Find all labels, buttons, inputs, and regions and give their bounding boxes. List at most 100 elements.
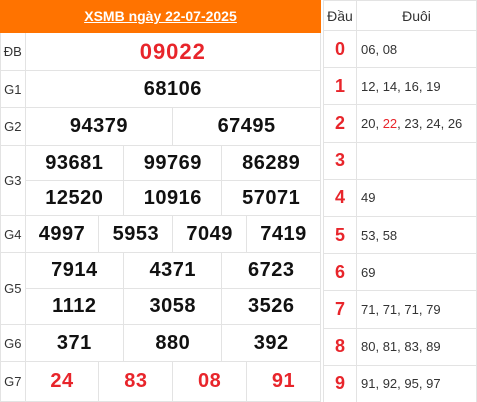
loto-tail-number: 95 [404,376,419,392]
loto-tail-number: 19 [426,78,441,94]
loto-tail-number: 91 [361,376,376,392]
g7-number: 08 [172,361,248,402]
loto-tail-number: 81 [382,339,398,355]
loto-row: 1 12, 14, 16, 19 [323,67,477,106]
prize-label-g1: G1 [0,70,26,108]
loto-tail-number: 83 [404,339,419,355]
g3-number: 12520 [24,180,125,217]
g7-number: 83 [98,361,174,402]
prize-label-g2: G2 [0,106,26,147]
head-column-header: Đầu [323,0,357,31]
g4-number: 5953 [98,215,174,253]
g7-number: 24 [24,361,100,402]
loto-head: 5 [323,215,357,255]
loto-row: 7 71, 71, 71, 79 [323,290,477,329]
g7-number: 91 [246,361,321,402]
g6-number: 371 [24,324,125,363]
prize-row-g7: G7 24 83 08 91 [0,361,321,402]
loto-tail-number: 06 [361,41,376,57]
tail-column-header: Đuôi [356,0,477,31]
loto-tail-number: 20 [361,115,376,131]
loto-row: 9 91, 92, 95, 97 [323,364,477,402]
loto-tails: 69 [356,253,477,292]
loto-tail-number: 22 [382,115,398,131]
prize-label-g6: G6 [0,324,26,363]
loto-tail-number: 71 [361,301,376,317]
loto-tail-number: 97 [426,376,441,392]
loto-head: 6 [323,253,357,292]
prize-label-g3: G3 [0,145,26,217]
loto-tail-number: 14 [382,78,398,94]
prize-row-g3: 12520 10916 57071 [1,180,321,217]
g3-number: 86289 [221,145,321,182]
loto-tail-number: 58 [382,227,398,243]
loto-tail-number: 16 [404,78,419,94]
loto-head: 3 [323,141,357,180]
results-title[interactable]: XSMB ngày 22-07-2025 [84,8,237,25]
loto-tail-number: 12 [361,78,376,94]
g5-number: 3058 [123,287,223,326]
loto-tails: 06, 08 [356,29,477,69]
loto-tails: 80, 81, 83, 89 [356,327,477,366]
loto-row: 0 06, 08 [323,29,477,69]
loto-head: 2 [323,104,357,143]
loto-tail-number: 49 [361,190,376,206]
g5-number: 3526 [221,287,321,326]
prize-label-db: ĐB [0,31,26,72]
loto-head: 0 [323,29,357,69]
loto-head: 9 [323,364,357,402]
prize-row-g5: G5 7914 4371 6723 [0,251,321,326]
loto-head: 4 [323,178,357,217]
g3-number: 57071 [221,180,321,217]
loto-row: 2 20, 22, 23, 24, 26 [323,104,477,143]
loto-row: 8 80, 81, 83, 89 [323,327,477,366]
loto-tail-number: 92 [382,376,398,392]
loto-row: 6 69 [323,253,477,292]
g2-number: 94379 [24,106,174,147]
loto-row: 4 49 [323,178,477,217]
loto-tail-number: 08 [382,41,398,57]
g6-number: 880 [123,324,223,363]
loto-tail-number: 23 [404,115,419,131]
prize-label-g4: G4 [0,215,26,253]
g4-number: 7419 [246,215,321,253]
g3-number: 10916 [123,180,223,217]
loto-tail-number: 89 [426,339,441,355]
results-header: XSMB ngày 22-07-2025 [0,0,321,33]
prize-label-g5: G5 [0,251,26,326]
prize-row-g4: G4 4997 5953 7049 7419 [0,215,321,253]
loto-rows: 0 06, 08 1 12, 14, 16, 19 2 20, 22, 23, 24, 2… [323,29,477,402]
loto-tail-number: 26 [447,115,463,131]
loto-tail-number: 69 [361,264,376,280]
loto-tail-number: 71 [382,301,398,317]
results-table: XSMB ngày 22-07-2025 ĐB 09022 G1 68106 G… [0,0,322,402]
g4-number: 7049 [172,215,248,253]
g6-number: 392 [221,324,321,363]
loto-tails: 12, 14, 16, 19 [356,67,477,106]
g5-number: 1112 [24,287,125,326]
loto-tails: 91, 92, 95, 97 [356,364,477,402]
prize-row-g2: G2 94379 67495 [0,106,321,147]
loto-tail-number: 80 [361,339,376,355]
prize-row-g6: G6 371 880 392 [0,324,321,363]
g1-number: 68106 [24,70,322,108]
prize-row-db: ĐB 09022 [0,31,322,72]
loto-tails [356,141,477,180]
g2-number: 67495 [172,106,321,147]
prize-row-g5: 1112 3058 3526 [1,287,321,326]
loto-tail-number: 53 [361,227,376,243]
prize-row-g1: G1 68106 [0,70,322,108]
g4-number: 4997 [24,215,100,253]
loto-tails: 20, 22, 23, 24, 26 [356,104,477,143]
g3-number: 93681 [24,145,125,182]
loto-tail-number: 71 [404,301,419,317]
loto-head-tail-table: Đầu Đuôi 0 06, 08 1 12, 14, 16, 19 2 20, 22, … [323,0,477,402]
loto-tails: 49 [356,178,477,217]
special-prize-number: 09022 [24,31,322,72]
loto-head: 1 [323,67,357,106]
prize-label-g7: G7 [0,361,26,402]
loto-row: 5 53, 58 [323,215,477,255]
loto-tail-number: 24 [426,115,441,131]
loto-tails: 53, 58 [356,215,477,255]
g5-number: 4371 [123,251,223,289]
